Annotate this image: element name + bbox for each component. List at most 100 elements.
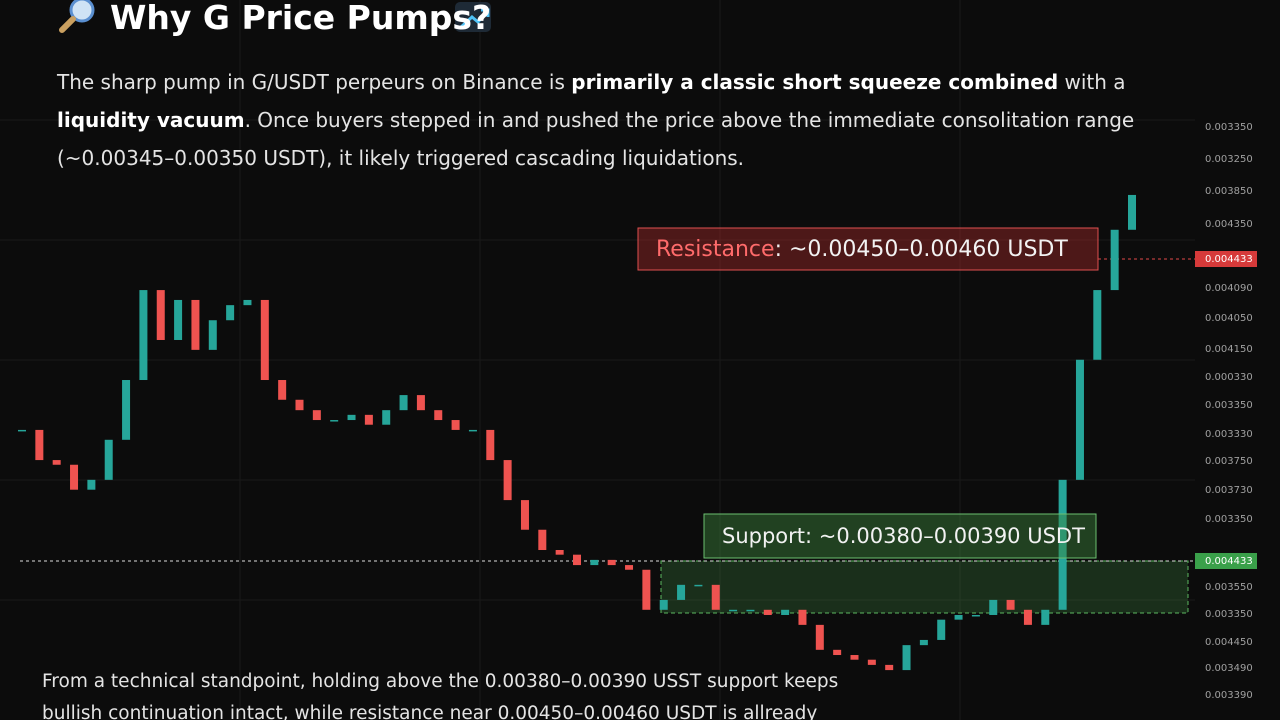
candle xyxy=(451,420,460,430)
candle xyxy=(486,429,495,461)
candle xyxy=(468,429,477,432)
intro-segment: classic short squeeze combined xyxy=(700,70,1059,94)
candle xyxy=(971,614,980,617)
candle xyxy=(52,460,61,465)
candle xyxy=(607,559,616,566)
candle xyxy=(781,609,790,615)
title: Why G Price Pumps? xyxy=(110,0,492,37)
grid xyxy=(0,0,1195,720)
footer-line: bullish continuation intact, while resis… xyxy=(42,703,818,720)
axis-label: 0.004150 xyxy=(1205,344,1253,355)
candle xyxy=(1058,479,1067,610)
candle xyxy=(278,380,287,400)
candles xyxy=(18,194,1136,671)
candle xyxy=(590,559,599,566)
candle xyxy=(902,645,911,671)
support-box xyxy=(703,513,1097,559)
support-tag-bg xyxy=(1195,553,1257,569)
axis-label: 0.003350 xyxy=(1205,609,1253,620)
candle xyxy=(815,624,824,650)
magnifier-icon xyxy=(59,0,95,33)
candle xyxy=(746,609,755,612)
candle xyxy=(156,290,165,340)
candle xyxy=(798,609,807,625)
candle xyxy=(919,639,928,646)
axis-label: 0.003250 xyxy=(1205,154,1253,165)
axis-label: 0.004350 xyxy=(1205,219,1253,230)
axis-label: 0.003330 xyxy=(1205,429,1253,440)
candle xyxy=(347,414,356,421)
axis-label: 0.004090 xyxy=(1205,283,1253,294)
candle xyxy=(1023,609,1032,625)
resistance-tag: 0.004433 xyxy=(1205,254,1253,265)
candle xyxy=(573,554,581,566)
candle xyxy=(989,599,998,615)
axis-label: 0.003750 xyxy=(1205,456,1253,467)
intro-paragraph: The sharp pump in G/USDT perpeurs on Bin… xyxy=(57,63,1137,177)
candle xyxy=(867,659,876,665)
candle xyxy=(1093,290,1102,360)
candle xyxy=(642,569,651,610)
candle xyxy=(850,655,859,660)
candle xyxy=(87,479,96,490)
axis-label: 0.003350 xyxy=(1205,514,1253,525)
candle xyxy=(503,460,512,501)
axis-label: 0.004050 xyxy=(1205,313,1253,324)
candle xyxy=(226,305,235,321)
candle xyxy=(122,380,131,440)
intro-segment: with a xyxy=(1058,70,1126,94)
resistance-text: Resistance: ~0.00450–0.00460 USDT xyxy=(656,237,1068,262)
candle xyxy=(885,664,894,671)
candle xyxy=(295,399,304,411)
candle xyxy=(833,649,842,656)
candle xyxy=(260,299,269,381)
candle xyxy=(1110,229,1119,291)
axis-label: 0.003390 xyxy=(1205,690,1253,701)
candle xyxy=(520,500,529,530)
candle xyxy=(954,614,963,620)
candle xyxy=(677,584,686,600)
axis-label: 0.003490 xyxy=(1205,663,1253,674)
candle xyxy=(729,609,738,612)
axis-label: 0.004450 xyxy=(1205,637,1253,648)
candle xyxy=(35,429,44,461)
support-tag: 0.004433 xyxy=(1205,556,1253,567)
intro-segment: primarily a xyxy=(571,70,701,94)
intro-segment: liquidity vacuum xyxy=(57,108,245,132)
candle xyxy=(1006,599,1015,610)
candle xyxy=(399,395,408,411)
candle xyxy=(763,609,772,615)
candle xyxy=(659,599,668,610)
candle xyxy=(434,410,443,421)
support-zone xyxy=(660,560,1189,614)
candle xyxy=(364,414,373,425)
candle xyxy=(330,420,339,422)
candle xyxy=(18,429,26,432)
candle xyxy=(104,439,113,480)
candle xyxy=(208,320,217,350)
axis-label: 0.000330 xyxy=(1205,372,1253,383)
trend-icon xyxy=(455,2,491,32)
resistance-range: : ~0.00450–0.00460 USDT xyxy=(775,237,1069,262)
candle xyxy=(382,410,391,425)
candle xyxy=(1041,609,1050,625)
axis-label: 0.003730 xyxy=(1205,485,1253,496)
intro-segment: . Once buyers stepped in and pushed the … xyxy=(57,108,1135,170)
footer-text: From a technical standpoint, holding abo… xyxy=(42,666,838,720)
resistance-tag-bg xyxy=(1195,251,1257,267)
candle xyxy=(694,584,703,587)
candle xyxy=(538,529,547,551)
axis-label: 0.003350 xyxy=(1205,400,1253,411)
axis-label: 0.003550 xyxy=(1205,582,1253,593)
candle xyxy=(937,619,946,640)
axis-label: 0.003850 xyxy=(1205,186,1253,197)
candle xyxy=(416,395,425,411)
candle xyxy=(625,565,634,570)
candle xyxy=(174,299,183,340)
axis-label: 0.003350 xyxy=(1205,122,1253,133)
intro-segment: The sharp pump in G/USDT perpeurs on Bin… xyxy=(57,70,572,94)
candle xyxy=(1128,194,1136,230)
support-text: Support: ~0.00380–0.00390 USDT xyxy=(722,524,1085,548)
candle xyxy=(312,410,321,421)
